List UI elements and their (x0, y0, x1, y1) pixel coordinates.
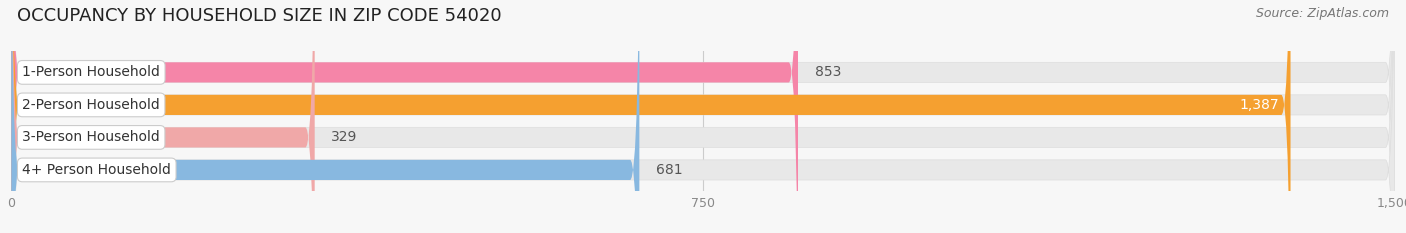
FancyBboxPatch shape (11, 0, 1395, 233)
Text: OCCUPANCY BY HOUSEHOLD SIZE IN ZIP CODE 54020: OCCUPANCY BY HOUSEHOLD SIZE IN ZIP CODE … (17, 7, 502, 25)
Text: 681: 681 (657, 163, 682, 177)
FancyBboxPatch shape (11, 0, 640, 233)
Text: 1-Person Household: 1-Person Household (22, 65, 160, 79)
Text: 853: 853 (814, 65, 841, 79)
Text: 4+ Person Household: 4+ Person Household (22, 163, 172, 177)
Text: 329: 329 (332, 130, 357, 144)
Text: 1,387: 1,387 (1240, 98, 1279, 112)
FancyBboxPatch shape (11, 0, 799, 233)
Text: 3-Person Household: 3-Person Household (22, 130, 160, 144)
FancyBboxPatch shape (11, 0, 1395, 233)
FancyBboxPatch shape (11, 0, 1291, 233)
FancyBboxPatch shape (11, 0, 1395, 233)
Text: 2-Person Household: 2-Person Household (22, 98, 160, 112)
FancyBboxPatch shape (11, 0, 315, 233)
Text: Source: ZipAtlas.com: Source: ZipAtlas.com (1256, 7, 1389, 20)
FancyBboxPatch shape (11, 0, 1395, 233)
